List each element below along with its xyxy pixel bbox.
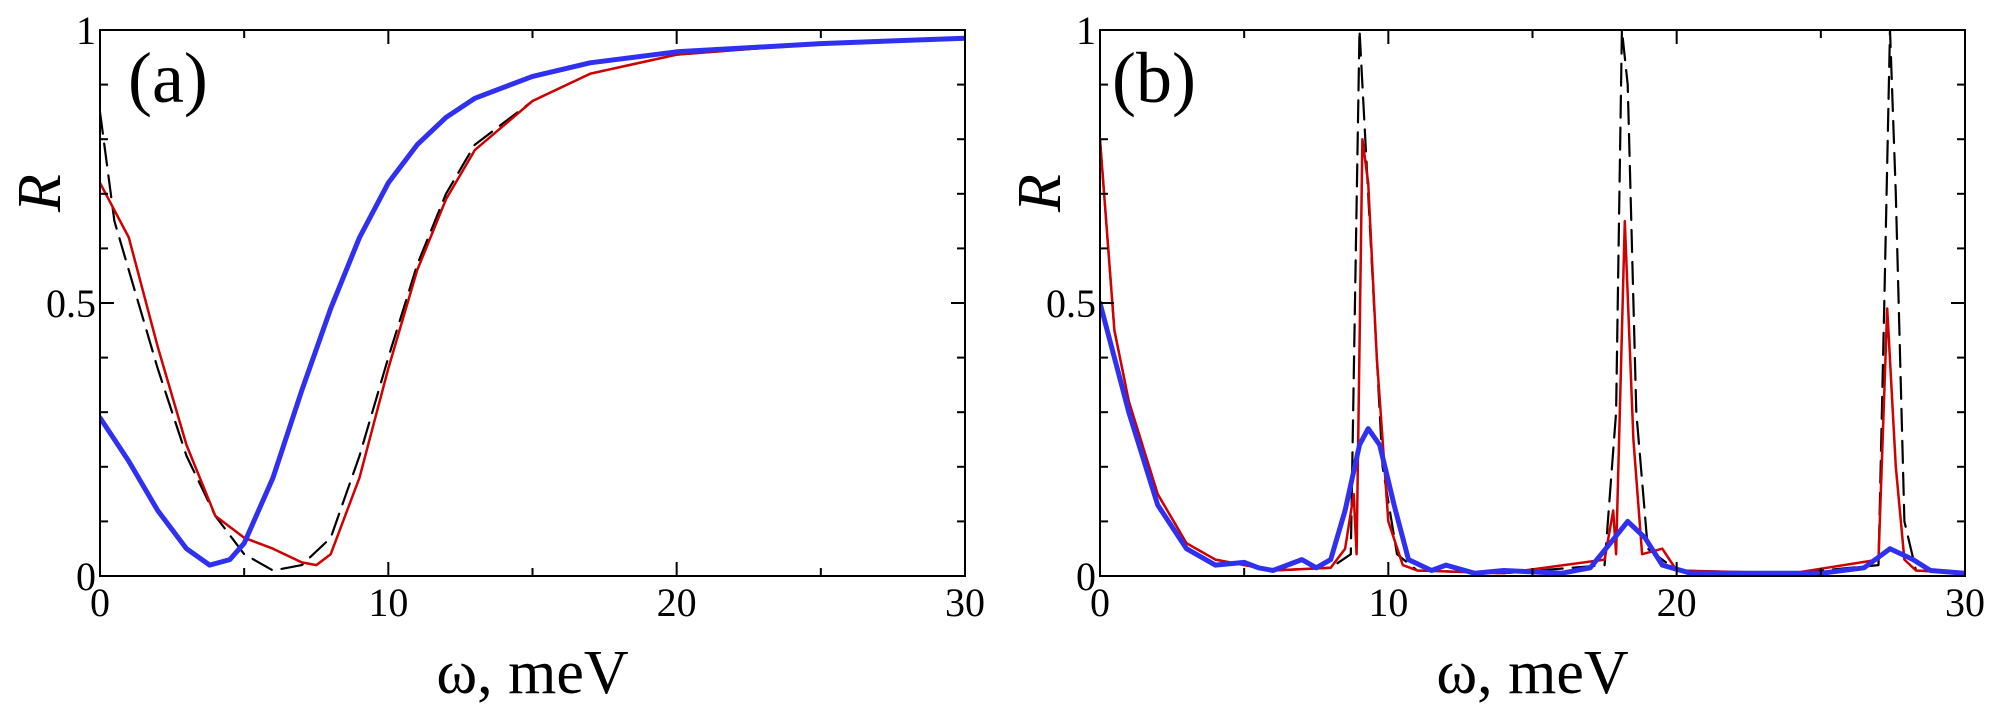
panel-a: 0 10 20 30 0 0.5 1 ω, meV R (a) <box>6 8 985 707</box>
y-axis-label: R <box>6 174 74 213</box>
panel-label: (b) <box>1112 38 1196 118</box>
series-group <box>1100 30 1965 576</box>
series-line-0 <box>1100 30 1965 575</box>
x-tick-label: 0 <box>1090 580 1110 625</box>
series-line-2 <box>100 35 965 568</box>
y-axis-label: R <box>1006 174 1074 213</box>
x-tick-label: 10 <box>368 580 408 625</box>
x-tick-label: 30 <box>1945 580 1985 625</box>
y-tick-label: 1 <box>76 8 96 53</box>
panel-label: (a) <box>128 38 208 118</box>
x-axis-label: ω, meV <box>436 639 629 707</box>
series-line-2 <box>1100 300 1965 576</box>
y-tick-label: 1 <box>1076 8 1096 53</box>
x-tick-label: 30 <box>945 580 985 625</box>
series-line-1 <box>100 36 965 567</box>
x-tick-label: 10 <box>1368 580 1408 625</box>
series-line-0 <box>100 37 965 572</box>
y-tick-label: 0.5 <box>46 281 96 326</box>
x-axis-label: ω, meV <box>1436 639 1629 707</box>
series-line-1 <box>1100 137 1965 575</box>
y-tick-label: 0.5 <box>1046 281 1096 326</box>
plot-frame <box>1099 29 1966 577</box>
x-tick-label: 20 <box>1657 580 1697 625</box>
series-group <box>100 35 965 572</box>
x-tick-label: 20 <box>657 580 697 625</box>
x-tick-label: 0 <box>90 580 110 625</box>
y-tick-label: 0 <box>1076 554 1096 599</box>
y-tick-label: 0 <box>76 554 96 599</box>
plot-frame <box>99 29 966 577</box>
panel-b: 0 10 20 30 0 0.5 1 ω, meV R (b) <box>1006 8 1985 707</box>
